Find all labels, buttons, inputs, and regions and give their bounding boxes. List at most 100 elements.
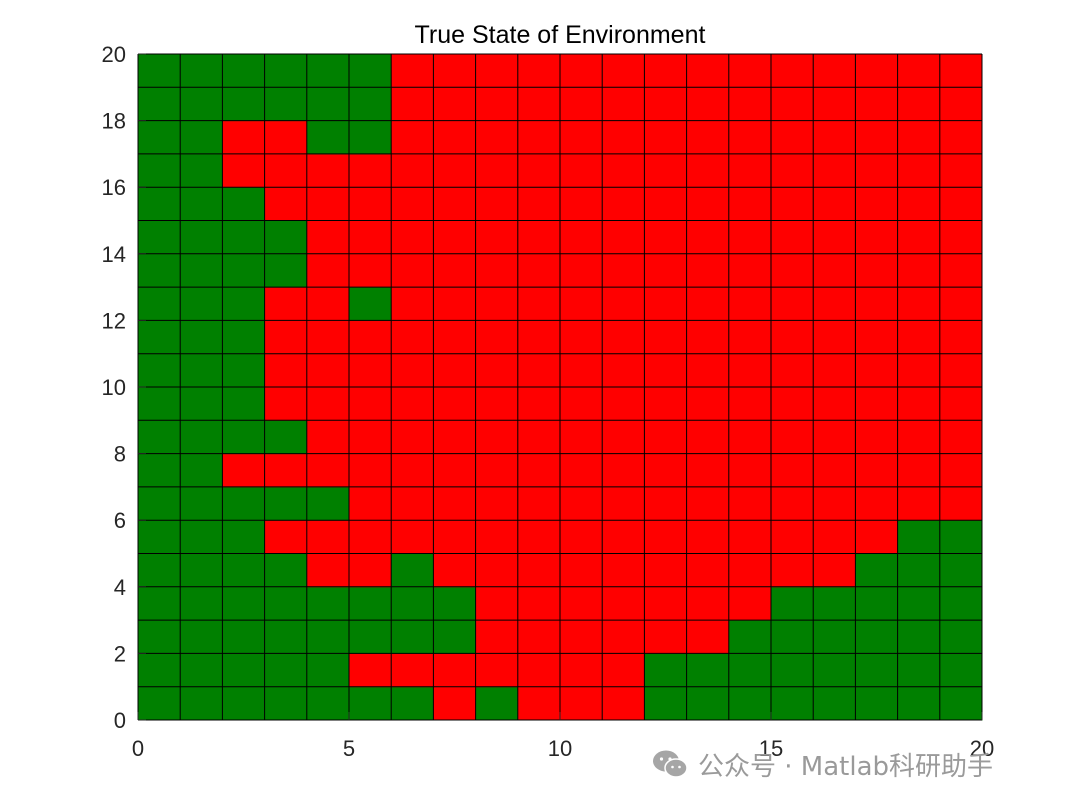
heatmap-cell-14-0 bbox=[728, 686, 772, 721]
heatmap-cell-13-10 bbox=[686, 353, 730, 388]
heatmap-cell-1-6 bbox=[180, 486, 223, 521]
heatmap-cell-2-6 bbox=[222, 486, 266, 521]
heatmap-cell-7-7 bbox=[433, 453, 477, 488]
heatmap-cell-11-5 bbox=[602, 520, 645, 554]
heatmap-cell-16-6 bbox=[813, 486, 856, 521]
heatmap-cell-11-6 bbox=[602, 486, 645, 521]
heatmap-cell-3-2 bbox=[264, 620, 308, 654]
x-tick-label-10: 10 bbox=[548, 736, 572, 761]
heatmap-cell-0-13 bbox=[138, 253, 181, 288]
heatmap-cell-7-8 bbox=[433, 420, 477, 455]
heatmap-cell-1-17 bbox=[180, 120, 223, 155]
heatmap-cell-7-2 bbox=[433, 620, 477, 654]
heatmap-cell-10-8 bbox=[560, 420, 603, 455]
heatmap-cell-10-2 bbox=[560, 620, 603, 654]
heatmap-cell-17-10 bbox=[855, 353, 899, 388]
heatmap-cell-1-14 bbox=[180, 220, 223, 255]
heatmap-cell-8-5 bbox=[475, 520, 519, 554]
tick-labels: 0 5 10 15 20 0 2 4 6 8 10 12 14 16 18 20 bbox=[102, 42, 995, 761]
heatmap-cell-13-15 bbox=[686, 187, 730, 221]
heatmap-cell-15-18 bbox=[771, 87, 814, 122]
heatmap-cell-17-2 bbox=[855, 620, 899, 654]
heatmap-cell-6-8 bbox=[391, 420, 434, 455]
heatmap-cell-6-16 bbox=[391, 153, 434, 188]
y-tick-label-4: 4 bbox=[114, 575, 126, 600]
heatmap-cell-12-10 bbox=[644, 353, 688, 388]
heatmap-cell-16-4 bbox=[813, 553, 856, 588]
heatmap-cell-5-8 bbox=[349, 420, 392, 455]
heatmap-cell-0-12 bbox=[138, 287, 181, 321]
heatmap-cell-7-3 bbox=[433, 586, 477, 621]
heatmap-cell-0-6 bbox=[138, 486, 181, 521]
heatmap-cell-10-12 bbox=[560, 287, 603, 321]
heatmap-cell-16-9 bbox=[813, 387, 856, 421]
heatmap-cell-10-9 bbox=[560, 387, 603, 421]
heatmap-cell-15-9 bbox=[771, 387, 814, 421]
heatmap-cell-11-4 bbox=[602, 553, 645, 588]
heatmap-cell-19-11 bbox=[939, 320, 983, 355]
heatmap-cell-17-18 bbox=[855, 87, 899, 122]
heatmap-cell-7-5 bbox=[433, 520, 477, 554]
heatmap-cell-0-10 bbox=[138, 353, 181, 388]
heatmap-cell-9-10 bbox=[517, 353, 561, 388]
heatmap-cell-14-17 bbox=[728, 120, 772, 155]
heatmap-cell-17-3 bbox=[855, 586, 899, 621]
heatmap-cell-2-17 bbox=[222, 120, 266, 155]
heatmap-cell-17-15 bbox=[855, 187, 899, 221]
watermark-text: 公众号 · Matlab科研助手 bbox=[698, 751, 994, 782]
heatmap-cell-19-1 bbox=[939, 653, 983, 688]
heatmap-cell-10-4 bbox=[560, 553, 603, 588]
heatmap-cell-5-14 bbox=[349, 220, 392, 255]
heatmap-cell-6-15 bbox=[391, 187, 434, 221]
heatmap-cell-8-6 bbox=[475, 486, 519, 521]
heatmap-cells bbox=[138, 54, 983, 721]
heatmap-cell-12-11 bbox=[644, 320, 688, 355]
heatmap-cell-5-13 bbox=[349, 253, 392, 288]
heatmap-cell-7-13 bbox=[433, 253, 477, 288]
heatmap-cell-5-12 bbox=[349, 287, 392, 321]
heatmap-cell-16-18 bbox=[813, 87, 856, 122]
heatmap-cell-6-9 bbox=[391, 387, 434, 421]
x-tick-label-0: 0 bbox=[132, 736, 144, 761]
heatmap-cell-1-3 bbox=[180, 586, 223, 621]
heatmap-cell-0-11 bbox=[138, 320, 181, 355]
heatmap-cell-5-17 bbox=[349, 120, 392, 155]
watermark: 公众号 · Matlab科研助手 bbox=[652, 744, 993, 784]
heatmap-cell-13-12 bbox=[686, 287, 730, 321]
heatmap-cell-4-4 bbox=[306, 553, 350, 588]
heatmap-cell-12-16 bbox=[644, 153, 688, 188]
heatmap-cell-6-2 bbox=[391, 620, 434, 654]
heatmap-cell-19-0 bbox=[939, 686, 983, 721]
heatmap-cell-6-17 bbox=[391, 120, 434, 155]
heatmap-cell-10-1 bbox=[560, 653, 603, 688]
heatmap-cell-18-0 bbox=[897, 686, 941, 721]
heatmap-cell-7-16 bbox=[433, 153, 477, 188]
heatmap-cell-1-12 bbox=[180, 287, 223, 321]
x-tick-label-15: 15 bbox=[759, 736, 783, 761]
heatmap-cell-7-0 bbox=[433, 686, 477, 721]
heatmap-cell-18-1 bbox=[897, 653, 941, 688]
heatmap-cell-9-14 bbox=[517, 220, 561, 255]
heatmap-cell-13-2 bbox=[686, 620, 730, 654]
heatmap-cell-3-17 bbox=[264, 120, 308, 155]
heatmap-cell-6-4 bbox=[391, 553, 434, 588]
heatmap-cell-18-3 bbox=[897, 586, 941, 621]
heatmap-cell-9-0 bbox=[517, 686, 561, 721]
heatmap-cell-16-1 bbox=[813, 653, 856, 688]
heatmap-cell-7-9 bbox=[433, 387, 477, 421]
heatmap-cell-5-18 bbox=[349, 87, 392, 122]
heatmap-cell-2-13 bbox=[222, 253, 266, 288]
heatmap-cell-0-18 bbox=[138, 87, 181, 122]
heatmap-cell-9-13 bbox=[517, 253, 561, 288]
heatmap-cell-6-11 bbox=[391, 320, 434, 355]
heatmap-cell-0-4 bbox=[138, 553, 181, 588]
heatmap-cell-18-13 bbox=[897, 253, 941, 288]
heatmap-cell-9-11 bbox=[517, 320, 561, 355]
heatmap-cell-7-11 bbox=[433, 320, 477, 355]
heatmap-cell-1-8 bbox=[180, 420, 223, 455]
heatmap-cell-16-2 bbox=[813, 620, 856, 654]
heatmap-cell-12-18 bbox=[644, 87, 688, 122]
heatmap-cell-5-0 bbox=[349, 686, 392, 721]
heatmap-cell-17-9 bbox=[855, 387, 899, 421]
heatmap-cell-11-7 bbox=[602, 453, 645, 488]
